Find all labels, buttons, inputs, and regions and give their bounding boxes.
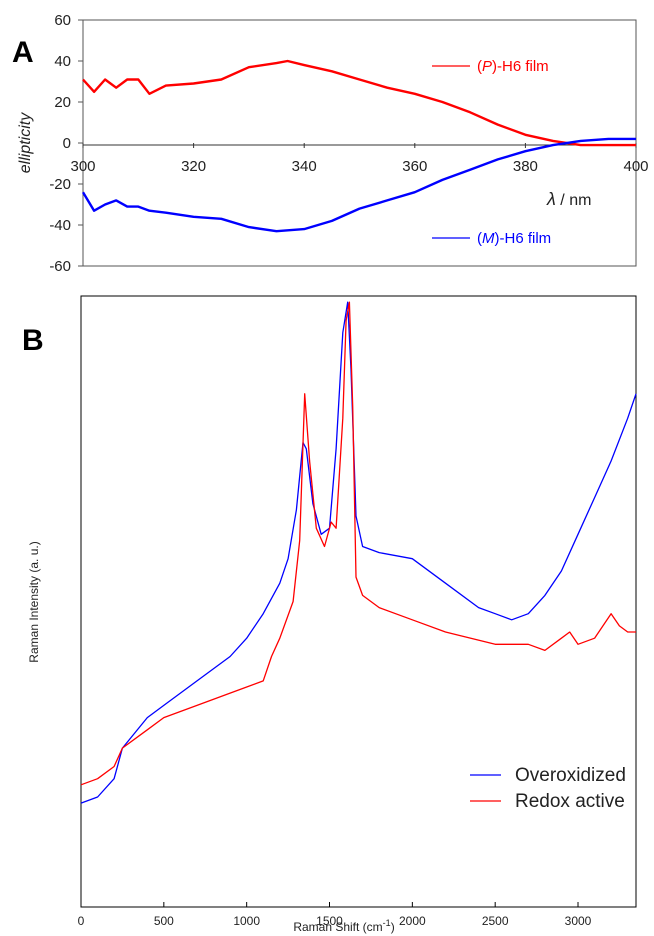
legend-label-redox-active: Redox active [515, 791, 625, 812]
panel-a-x-tick-label: 400 [623, 158, 648, 175]
series-line-m-film [83, 139, 636, 231]
panel-a-y-tick-label: 20 [54, 94, 71, 111]
panel-a-chart: A 60 40 20 0 -20 -40 -60 300 320 340 360 380 400 el… [12, 12, 649, 275]
panel-a-y-tick-label: 0 [63, 135, 71, 152]
legend-m-suffix: )-H6 film [495, 230, 552, 247]
legend-label-p-film: (P)-H6 film [477, 58, 549, 75]
legend-label-m-film: (M)-H6 film [477, 230, 551, 247]
panel-a-y-ticks: 60 40 20 0 -20 -40 -60 [49, 12, 83, 275]
panel-a-label: A [12, 36, 34, 69]
panel-b-x-tick-label: 500 [154, 914, 174, 928]
panel-a-x-tick-label: 320 [181, 158, 206, 175]
series-line-overoxidized [81, 302, 636, 803]
panel-a-plot-frame [83, 20, 636, 266]
panel-a-x-tick-label: 360 [402, 158, 427, 175]
panel-a-x-axis-unit: / nm [556, 192, 592, 209]
panel-b-x-tick-label: 3000 [565, 914, 592, 928]
panel-a-y-tick-label: -40 [49, 217, 71, 234]
panel-b-x-tick-label: 2500 [482, 914, 509, 928]
panel-b-plot-frame [81, 296, 636, 907]
panel-b-x-axis-main: Raman Shift (cm [293, 920, 382, 934]
panel-a-y-tick-label: -20 [49, 176, 71, 193]
panel-a-x-axis-label: λ / nm [546, 189, 591, 209]
panel-b-x-tick-label: 0 [78, 914, 85, 928]
panel-b-label: B [22, 324, 44, 357]
panel-b-chart: B 0 500 1000 1500 2000 2500 3000 Raman Intensi… [22, 296, 636, 934]
panel-a-x-tick-label: 300 [70, 158, 95, 175]
panel-a-x-ticks: 300 320 340 360 380 400 [70, 143, 648, 175]
legend-m-italic: M [482, 230, 495, 247]
legend-label-overoxidized: Overoxidized [515, 765, 626, 786]
panel-b-x-tick-label: 1000 [233, 914, 260, 928]
panel-b-y-axis-label: Raman Intensity (a. u.) [27, 541, 41, 662]
legend-p-italic: P [482, 58, 492, 75]
series-line-redox-active [81, 302, 636, 785]
panel-a-x-tick-label: 340 [292, 158, 317, 175]
legend-p-suffix: )-H6 film [492, 58, 549, 75]
panel-b-x-axis-sup: -1 [383, 918, 391, 928]
panel-b-x-axis-label: Raman Shift (cm-1) [293, 918, 394, 934]
panel-b-x-tick-label: 2000 [399, 914, 426, 928]
panel-a-x-axis-symbol: λ [546, 189, 556, 209]
series-line-p-film [83, 61, 636, 145]
panel-a-y-tick-label: 60 [54, 12, 71, 29]
panel-a-y-axis-label: ellipticity [17, 112, 34, 173]
panel-a-y-tick-label: -60 [49, 258, 71, 275]
panel-a-x-tick-label: 380 [513, 158, 538, 175]
panel-b-x-axis-end: ) [391, 920, 395, 934]
panel-a-y-tick-label: 40 [54, 53, 71, 70]
panel-b-series [81, 302, 636, 803]
